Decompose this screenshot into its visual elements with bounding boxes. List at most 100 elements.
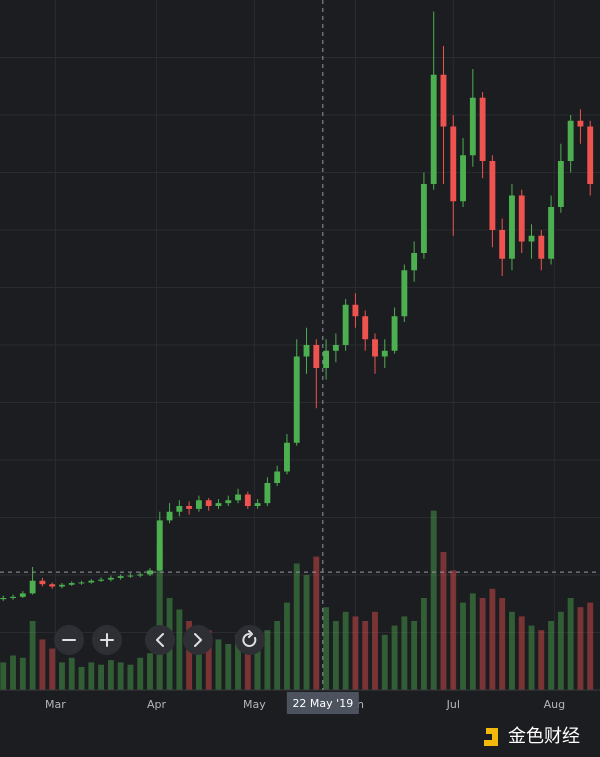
candle-body — [244, 494, 251, 506]
volume-bar — [489, 588, 496, 690]
volume-bar — [381, 634, 388, 690]
watermark-logo — [484, 728, 498, 746]
candle-body — [39, 580, 46, 585]
volume-bar — [372, 611, 378, 690]
candle-body — [577, 120, 584, 127]
candle-body — [264, 483, 271, 504]
candle-body — [215, 503, 222, 506]
volume-bar — [293, 563, 300, 690]
candle-body — [401, 270, 408, 317]
volume-bar — [401, 616, 408, 690]
candle-body — [10, 596, 16, 598]
volume-bar — [342, 611, 349, 690]
candle-body — [489, 161, 496, 230]
scroll-right-button[interactable] — [183, 625, 213, 655]
volume-bar — [107, 660, 114, 690]
volume-bar — [420, 598, 427, 690]
volume-bar — [411, 621, 418, 690]
candle-body — [518, 195, 525, 242]
x-tick-label: Aug — [544, 698, 565, 711]
volume-bar — [323, 607, 330, 690]
volume-bar — [127, 664, 134, 690]
candles — [0, 11, 594, 601]
candle-body — [420, 184, 427, 253]
volume-bars — [0, 510, 594, 690]
volume-bar — [479, 598, 486, 690]
volume-bar — [303, 575, 310, 690]
candle-body — [176, 506, 183, 512]
candle-body — [225, 500, 232, 504]
candle-body — [195, 500, 202, 509]
candle-body — [372, 339, 378, 357]
x-tick-label: Jul — [446, 698, 460, 711]
controls — [54, 625, 265, 655]
volume-bar — [88, 662, 95, 690]
volume-bar — [49, 648, 56, 690]
candle-body — [235, 494, 241, 501]
zoom-out-button[interactable] — [54, 625, 84, 655]
volume-bar — [264, 630, 271, 690]
volume-bar — [39, 639, 46, 690]
volume-bar — [117, 662, 124, 690]
candle-body — [147, 570, 153, 575]
watermark-text: 金色财经 — [508, 726, 580, 747]
candle-body — [538, 235, 545, 259]
crosshair-label: 22 May '19 — [292, 697, 353, 710]
volume-bar — [352, 616, 359, 690]
candle-body — [313, 345, 320, 368]
x-tick-label: Apr — [147, 698, 167, 711]
candle-body — [362, 316, 369, 340]
candle-body — [557, 161, 564, 207]
scroll-left-button[interactable] — [145, 625, 175, 655]
candle-body — [587, 126, 594, 184]
candle-body — [49, 584, 56, 587]
volume-bar — [313, 556, 320, 690]
candle-body — [186, 506, 193, 509]
candle-body — [567, 120, 574, 161]
volume-bar — [450, 570, 457, 690]
candle-body — [78, 582, 85, 584]
candle-body — [430, 74, 437, 184]
volume-bar — [499, 598, 506, 690]
candle-body — [548, 207, 555, 259]
candle-body — [352, 304, 359, 317]
x-axis: MarAprMayJunJulAug — [45, 698, 565, 711]
x-tick-label: May — [243, 698, 266, 711]
candle-body — [274, 471, 281, 483]
volume-bar — [10, 655, 16, 690]
volume-bar — [274, 621, 281, 690]
candle-body — [332, 345, 339, 351]
candle-body — [254, 503, 261, 506]
volume-bar — [244, 625, 251, 690]
volume-bar — [548, 621, 555, 690]
volume-bar — [440, 552, 447, 690]
candle-body — [127, 575, 134, 577]
volume-bar — [538, 630, 545, 690]
candle-body — [381, 350, 388, 357]
candle-body — [0, 598, 7, 600]
candle-body — [342, 304, 349, 345]
volume-bar — [577, 607, 584, 690]
x-tick-label: Mar — [45, 698, 66, 711]
candle-body — [499, 230, 506, 259]
candle-body — [440, 74, 447, 127]
candle-body — [284, 442, 290, 472]
candle-body — [68, 583, 75, 585]
candle-body — [166, 511, 173, 521]
volume-bar — [59, 662, 65, 690]
volume-bar — [587, 602, 594, 690]
candle-body — [460, 155, 466, 202]
reset-button[interactable] — [235, 625, 265, 655]
candle-body — [117, 576, 124, 578]
watermark: 金色财经 — [484, 726, 580, 747]
grid — [0, 0, 600, 690]
candle-body — [156, 520, 163, 571]
candle-body — [98, 579, 105, 581]
candle-body — [303, 345, 310, 357]
volume-bar — [509, 611, 515, 690]
zoom-in-button[interactable] — [92, 625, 122, 655]
volume-bar — [391, 625, 398, 690]
candle-body — [469, 97, 476, 156]
candle-body — [391, 316, 398, 351]
